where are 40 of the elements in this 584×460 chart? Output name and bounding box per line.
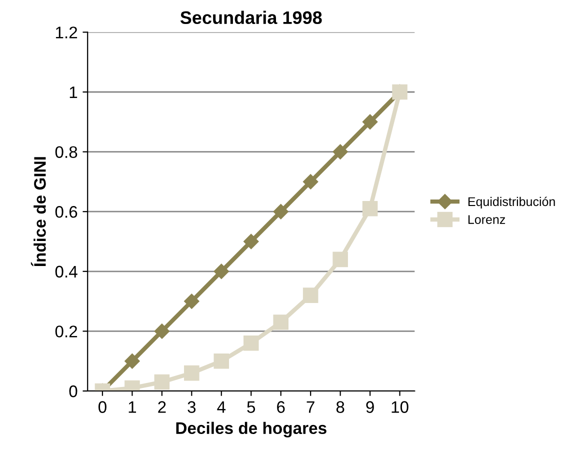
- y-tick-label: 1: [70, 86, 78, 98]
- point: [273, 204, 288, 220]
- legend-label: Equidistribución: [468, 196, 555, 209]
- point: [243, 336, 259, 351]
- y-axis-title: Índice de GINI: [30, 157, 46, 266]
- x-tick-label: 10: [392, 401, 408, 413]
- x-tick-label: 9: [366, 401, 374, 413]
- y-tick-label: 0: [69, 385, 78, 398]
- x-tick-label: 5: [247, 401, 256, 413]
- point: [184, 294, 200, 309]
- point: [214, 264, 229, 279]
- y-tick-label: 0.4: [55, 266, 78, 278]
- point: [302, 288, 318, 303]
- point: [184, 365, 200, 381]
- point: [332, 144, 348, 160]
- point: [154, 374, 170, 390]
- x-tick-label: 6: [277, 401, 285, 413]
- point: [214, 353, 230, 369]
- point: [362, 114, 378, 130]
- chart-title: Secundaria 1998: [180, 10, 322, 24]
- x-tick-label: 4: [217, 401, 226, 413]
- y-tick-label: 0.8: [55, 146, 78, 158]
- x-tick-label: 7: [306, 401, 314, 413]
- point: [362, 200, 378, 216]
- x-tick-label: 8: [336, 401, 344, 413]
- point: [332, 252, 348, 268]
- legend-label: Lorenz: [468, 215, 506, 224]
- point: [244, 234, 259, 250]
- y-tick-label: 0.2: [55, 326, 78, 338]
- point: [154, 324, 170, 339]
- point: [273, 314, 288, 330]
- point: [303, 174, 318, 190]
- point: [124, 354, 140, 369]
- y-tick-label: 1.2: [56, 26, 78, 38]
- y-tick-label: 0.6: [55, 206, 78, 218]
- x-axis-title: Deciles de hogares: [176, 422, 326, 438]
- x-tick-label: 1: [128, 401, 136, 413]
- x-tick-label: 3: [188, 401, 196, 413]
- x-tick-label: 0: [98, 401, 106, 413]
- x-tick-label: 2: [158, 401, 166, 413]
